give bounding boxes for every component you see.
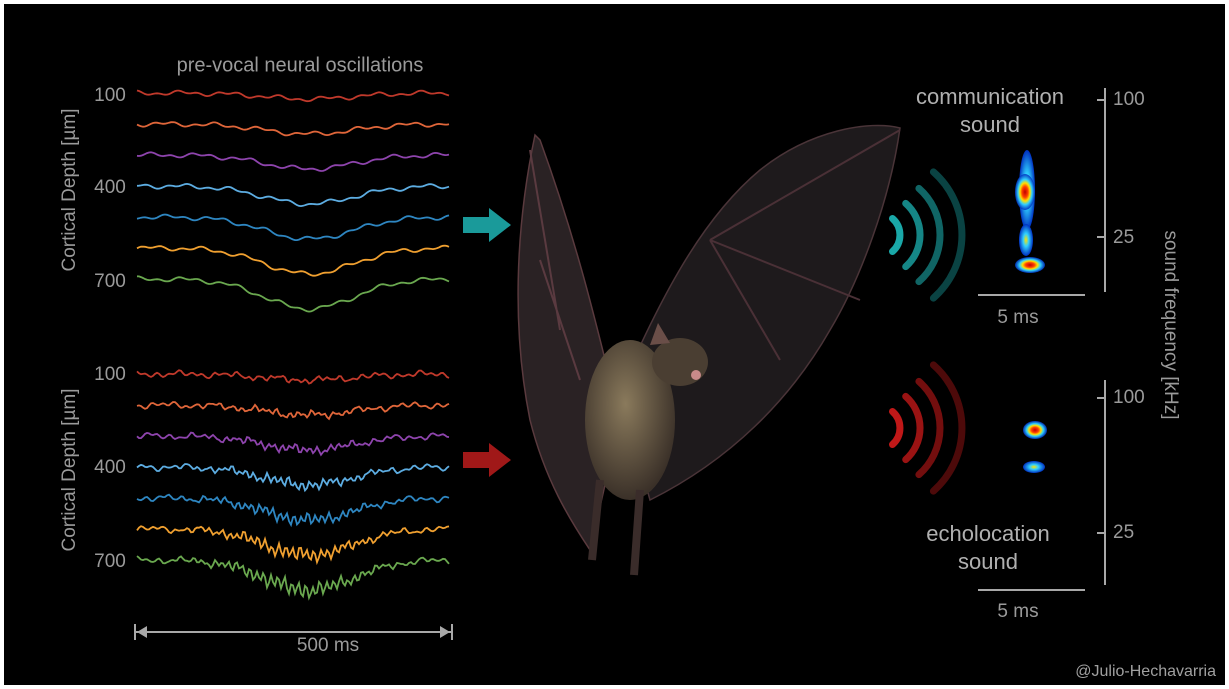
freq-tick: 25: [1113, 227, 1134, 248]
figure: pre-vocal neural oscillations Cortical D…: [0, 0, 1229, 689]
time-scale-label: 500 ms: [297, 635, 359, 656]
freq-axis-label: sound frequency [kHz]: [1160, 230, 1181, 419]
depth-tick: 700: [94, 271, 126, 292]
depth-tick: 400: [94, 457, 126, 478]
panel-title: pre-vocal neural oscillations: [177, 54, 424, 76]
freq-tick: 100: [1113, 89, 1145, 110]
y-label: Cortical Depth [µm]: [59, 109, 80, 272]
y-label: Cortical Depth [µm]: [59, 389, 80, 552]
sound-label: sound: [958, 549, 1018, 574]
sound-label: sound: [960, 112, 1020, 137]
depth-tick: 100: [94, 364, 126, 385]
depth-tick: 700: [94, 551, 126, 572]
freq-tick: 25: [1113, 522, 1134, 543]
depth-tick: 100: [94, 85, 126, 106]
sound-label: communication: [916, 84, 1064, 109]
freq-tick: 100: [1113, 387, 1145, 408]
time-scale-label: 5 ms: [997, 601, 1038, 622]
time-scale-label: 5 ms: [997, 307, 1038, 328]
credit: @Julio-Hechavarria: [1075, 663, 1216, 680]
sound-label: echolocation: [926, 521, 1050, 546]
depth-tick: 400: [94, 177, 126, 198]
